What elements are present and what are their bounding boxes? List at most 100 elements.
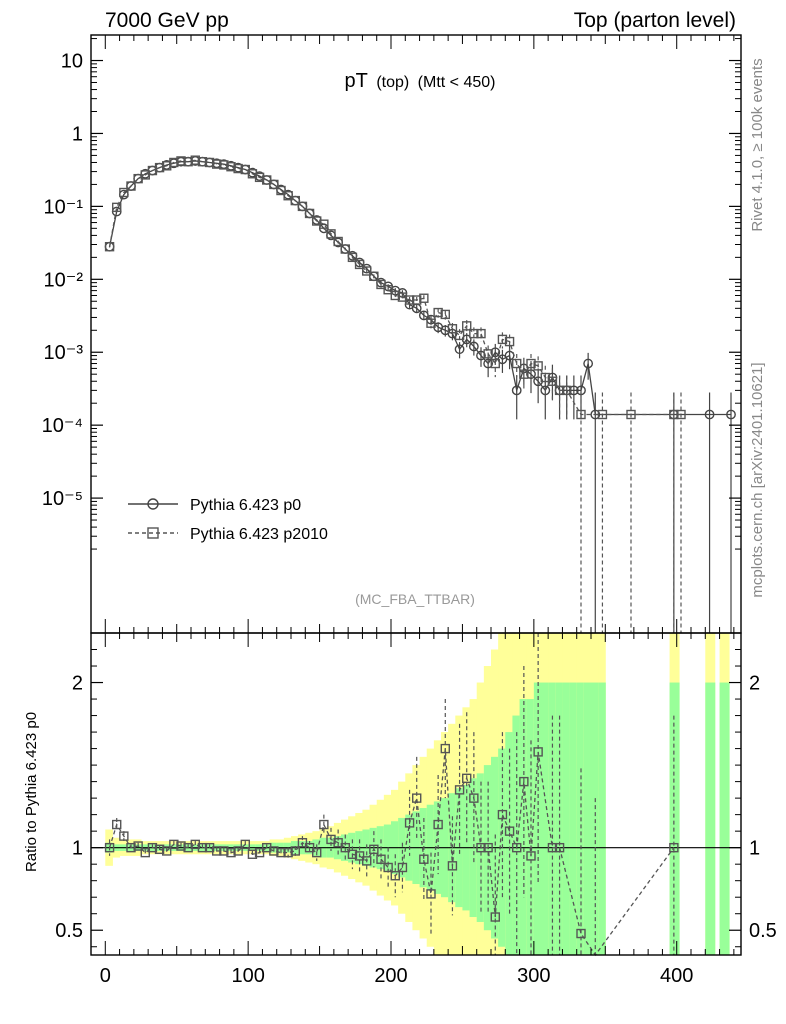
data-point-p2010 [212, 159, 222, 169]
ratio-data-point [304, 842, 315, 853]
data-point-p2010 [519, 369, 529, 379]
ratio-data-point [112, 819, 122, 830]
ratio-data-point [147, 842, 158, 853]
ratio-data-point [519, 776, 529, 787]
data-point-p2010 [547, 376, 558, 386]
ratio-data-point [297, 838, 308, 848]
data-point-p0 [468, 341, 479, 352]
ratio-data-point [412, 793, 422, 803]
ratio-data-point [140, 847, 150, 858]
data-point-p2010 [319, 219, 329, 229]
ratio-band-green [562, 682, 571, 955]
xtick-label: 0 [100, 965, 111, 987]
ratio-data-point [212, 846, 222, 856]
plot-title-main: pT [345, 70, 368, 92]
legend-label-p0: Pythia 6.423 p0 [190, 497, 301, 514]
data-point-p2010 [362, 266, 372, 276]
ratio-ylabel: Ratio to Pythia 6.423 p0 [23, 712, 40, 872]
header-right: Top (parton level) [574, 9, 736, 32]
ratio-data-point [447, 861, 458, 871]
data-point-p2010 [526, 358, 536, 369]
ratio-data-point [362, 856, 372, 866]
ratio-band-green [719, 682, 730, 955]
ratio-data-point [483, 842, 493, 853]
data-point-p2010 [347, 252, 358, 263]
data-point-p2010 [490, 358, 500, 369]
data-point-p0 [583, 358, 594, 369]
ratio-ytick-label-left: 1 [72, 838, 83, 860]
data-point-p2010 [376, 279, 386, 290]
main-plot-title: pT (top) (Mtt < 450) [345, 70, 496, 92]
data-point-p2010 [283, 191, 293, 201]
legend-label-p2010: Pythia 6.423 p2010 [190, 526, 328, 543]
data-point-p2010 [219, 160, 229, 170]
ratio-data-point [376, 854, 386, 864]
ratio-data-point [269, 846, 279, 856]
data-point-p2010 [354, 259, 365, 270]
xtick-label: 100 [231, 965, 264, 987]
data-point-p0 [590, 409, 601, 420]
data-point-p2010 [104, 241, 115, 252]
ratio-data-point [226, 847, 236, 858]
data-point-p0 [511, 385, 522, 396]
ratio-data-point [490, 912, 500, 922]
ratio-band-green [705, 682, 716, 955]
ratio-band-green [591, 682, 599, 955]
ratio-ytick-label-right: 0.5 [749, 920, 777, 942]
main-plot-layer [104, 155, 736, 633]
data-point-p2010 [126, 181, 136, 191]
data-point-p0 [476, 350, 486, 361]
data-point-p2010 [183, 156, 193, 167]
ratio-data-point [119, 831, 129, 841]
ratio-data-point [419, 854, 429, 864]
data-point-p2010 [169, 157, 179, 168]
main-plot-frame [90, 34, 742, 634]
ratio-data-point [154, 844, 165, 855]
data-point-p2010 [554, 385, 565, 396]
ratio-data-point [533, 747, 543, 757]
ratio-data-point [254, 847, 265, 858]
data-point-p2010 [597, 409, 608, 420]
ratio-data-point [340, 842, 350, 853]
ratio-data-point [383, 862, 393, 873]
ratio-ytick-label-right: 2 [749, 673, 760, 695]
data-point-p2010 [404, 295, 415, 305]
data-point-p2010 [676, 409, 686, 420]
data-point-p2010 [254, 172, 265, 183]
ratio-data-point [240, 839, 250, 850]
series-line-p2010 [108, 159, 681, 416]
ratio-data-point [347, 849, 358, 859]
data-point-p2010 [383, 285, 393, 295]
data-point-p2010 [462, 321, 472, 331]
main-ytick-label: 10⁻² [44, 269, 84, 291]
data-point-p0 [726, 409, 736, 420]
main-ytick-label: 10⁻¹ [44, 196, 84, 218]
data-point-p2010 [112, 202, 122, 213]
ratio-data-point [497, 809, 508, 820]
data-point-p2010 [562, 385, 572, 396]
xtick-label: 400 [660, 965, 693, 987]
ratio-band-green [548, 682, 556, 955]
ratio-band-green [512, 715, 521, 955]
ratio-plot-frame [90, 632, 742, 956]
data-point-p2010 [190, 155, 200, 165]
data-point-p0 [704, 409, 715, 420]
data-point-p2010 [433, 307, 443, 318]
ratio-data-point [554, 842, 565, 853]
ratio-data-point [397, 862, 408, 873]
data-point-p0 [483, 358, 494, 369]
data-point-p2010 [340, 244, 350, 254]
data-point-p2010 [197, 156, 208, 167]
legend-marker-p0 [147, 498, 159, 510]
ratio-data-point [433, 819, 443, 830]
data-point-p2010 [533, 361, 543, 371]
xtick-label: 300 [517, 965, 550, 987]
data-point-p2010 [226, 162, 236, 172]
ratio-band-green [598, 682, 606, 955]
data-point-p2010 [204, 157, 215, 168]
plot-title-cut: (Mtt < 450) [418, 74, 496, 91]
ratio-data-point [133, 841, 143, 851]
ratio-band-green [583, 682, 592, 955]
ratio-data-point [576, 928, 586, 939]
data-point-p2010 [154, 162, 165, 173]
